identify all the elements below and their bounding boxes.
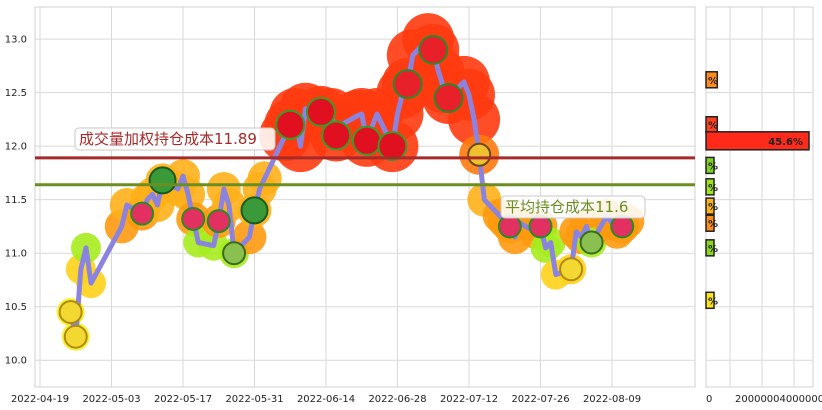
- reference-label: 平均持仓成本11.6: [505, 198, 628, 216]
- fruit-marker: [351, 125, 382, 156]
- fruit-marker: [497, 214, 522, 239]
- fruit-marker: [206, 209, 231, 234]
- x-tick-label: 2022-04-19: [11, 394, 69, 405]
- side-bar-label: %: [708, 202, 718, 213]
- side-x-tick-label: 20000004000000: [735, 394, 822, 405]
- fruit-marker: [433, 82, 464, 113]
- side-bar: [705, 239, 715, 257]
- x-axis-ticks: 2022-04-19 2022-05-03 2022-05-17 2022-05-31…: [11, 394, 641, 405]
- fruit-marker: [58, 300, 83, 325]
- fruit-marker: [305, 96, 336, 127]
- x-tick-label: 2022-08-09: [583, 394, 641, 405]
- y-tick-label: 12.0: [5, 142, 27, 153]
- side-bar-label: %: [708, 76, 718, 87]
- fruit-marker: [240, 196, 269, 225]
- x-tick-label: 2022-07-12: [440, 394, 498, 405]
- fruit-marker: [418, 34, 449, 65]
- side-bar: [705, 214, 715, 232]
- fruit-marker: [579, 230, 604, 255]
- fruit-marker: [148, 166, 177, 195]
- side-bar: [705, 178, 715, 196]
- y-tick-label: 13.0: [5, 35, 27, 46]
- x-tick-label: 2022-05-03: [82, 394, 140, 405]
- reference-lines: 成交量加权持仓成本11.89 平均持仓成本11.6: [35, 127, 695, 219]
- fruit-marker: [610, 214, 635, 239]
- fruit-marker: [275, 109, 306, 140]
- fruit-markers: [58, 34, 635, 349]
- side-bar-label: %: [708, 183, 718, 194]
- side-distribution: %% 45.6%%%%%%%: [705, 71, 810, 310]
- y-tick-label: 10.0: [5, 356, 27, 367]
- x-tick-label: 2022-05-17: [154, 394, 212, 405]
- side-bar-label: %: [708, 244, 718, 255]
- fruit-marker: [467, 142, 492, 167]
- side-bar: [705, 71, 719, 89]
- fruit-marker: [559, 257, 584, 282]
- x-tick-label: 2022-05-31: [225, 394, 283, 405]
- fruit-marker: [63, 324, 88, 349]
- fruit-marker: [130, 201, 155, 226]
- side-bar-label: %: [708, 121, 718, 132]
- y-tick-label: 10.5: [5, 302, 27, 313]
- fruit-marker: [321, 120, 352, 151]
- side-plot-area: [705, 6, 814, 388]
- reference-label-box: [74, 127, 276, 151]
- side-x-axis-ticks: 0 20000004000000: [706, 394, 822, 405]
- y-tick-label: 11.5: [5, 195, 27, 206]
- fruit-marker: [222, 241, 247, 266]
- y-tick-label: 12.5: [5, 88, 27, 99]
- side-x-tick-label: 0: [706, 394, 712, 405]
- side-bar-label: %: [708, 219, 718, 230]
- side-bar: [705, 131, 810, 151]
- y-axis-ticks: 10.0 10.5 11.0 11.5 12.0 12.5 13.0: [5, 35, 27, 367]
- fruit-marker: [181, 206, 206, 231]
- side-bar-label: %: [708, 161, 718, 172]
- side-bar-label: %: [708, 296, 718, 307]
- fruit-marker: [377, 131, 408, 162]
- side-bar: [705, 291, 715, 310]
- y-tick-label: 11.0: [5, 249, 27, 260]
- side-bar-label: 45.6%: [768, 137, 803, 148]
- reference-label: 成交量加权持仓成本11.89: [79, 130, 257, 148]
- fruit-marker: [528, 214, 553, 239]
- side-bar: [705, 197, 715, 215]
- fruit-marker: [392, 69, 423, 100]
- side-bar: [705, 156, 715, 175]
- x-tick-label: 2022-06-14: [297, 394, 355, 405]
- reference-label-box: [500, 195, 646, 219]
- x-tick-label: 2022-06-28: [368, 394, 426, 405]
- x-tick-label: 2022-07-26: [511, 394, 569, 405]
